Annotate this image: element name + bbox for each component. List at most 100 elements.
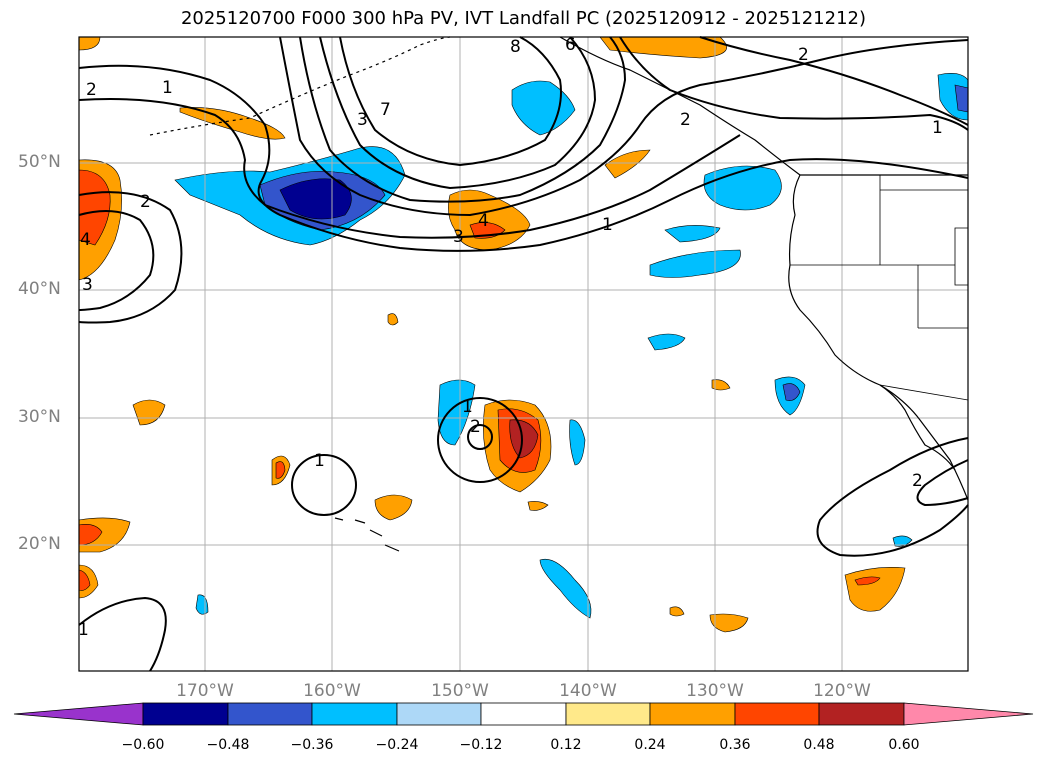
shade-region — [78, 169, 111, 246]
colorbar-tick: −0.12 — [459, 737, 503, 753]
colorbar-segment — [734, 702, 820, 726]
shade-region — [78, 569, 91, 591]
shade-region — [387, 313, 399, 326]
colorbar-segment — [396, 702, 482, 726]
contour-line — [299, 36, 627, 203]
contour-label: 1 — [462, 397, 473, 417]
lon-label-160w: 160°W — [303, 681, 361, 701]
contour-line — [437, 397, 523, 483]
colorbar-tick: −0.60 — [121, 737, 165, 753]
colorbar-segment — [649, 702, 736, 726]
shade-region — [669, 606, 685, 617]
colorbar-extend-high — [903, 702, 1034, 726]
alaska-coast — [559, 36, 801, 176]
shade-region — [844, 567, 906, 612]
contour-labels: 2 1 8 6 2 3 7 2 1 2 4 3 4 3 1 1 2 1 2 1 — [78, 35, 943, 640]
contour-line — [291, 454, 357, 516]
contour-line — [78, 191, 183, 324]
contour-line — [467, 424, 493, 450]
colorbar-tick: −0.36 — [290, 737, 334, 753]
colorbar-segment — [142, 702, 229, 726]
contour-label: 3 — [357, 110, 368, 130]
lat-label-40n: 40°N — [18, 279, 61, 299]
shade-region — [703, 165, 782, 211]
shade-region — [195, 594, 209, 615]
shade-region — [511, 80, 576, 136]
shade-region — [275, 461, 286, 479]
contour-label: 1 — [78, 620, 89, 640]
colorbar-extend-low — [13, 702, 144, 726]
colorbar-segment — [311, 702, 398, 726]
contour-line — [78, 98, 741, 239]
shade-region — [664, 225, 721, 243]
shade-region — [709, 613, 749, 633]
contour-line — [619, 36, 969, 131]
contour-label: 2 — [680, 110, 691, 130]
contour-line — [78, 64, 969, 252]
shade-region — [374, 494, 413, 521]
shade-region — [448, 189, 531, 251]
shade-region — [649, 249, 741, 278]
contour-label: 1 — [314, 451, 325, 471]
lon-label-150w: 150°W — [431, 681, 489, 701]
colorbar-tick: −0.48 — [206, 737, 250, 753]
coastlines — [149, 36, 969, 552]
contour-label: 7 — [380, 100, 391, 120]
map-frame — [78, 36, 969, 672]
shade-region — [539, 558, 592, 619]
lon-label-140w: 140°W — [559, 681, 617, 701]
shade-region — [509, 419, 539, 459]
contour-label: 8 — [510, 37, 521, 57]
shade-region — [854, 576, 881, 586]
shade-region — [892, 535, 913, 547]
hawaii — [334, 517, 400, 552]
shade-region — [132, 399, 166, 426]
shaded-anomalies — [78, 36, 969, 633]
shade-region — [78, 524, 103, 546]
baja-coast — [879, 384, 956, 471]
shade-region — [78, 36, 101, 51]
lat-label-30n: 30°N — [18, 407, 61, 427]
contour-line — [339, 36, 562, 167]
contour-label: 2 — [86, 80, 97, 100]
colorbar-segment — [818, 702, 905, 726]
contour-label: 3 — [82, 275, 93, 295]
shade-region — [604, 149, 651, 179]
contour-label: 2 — [912, 471, 923, 491]
contour-label: 2 — [140, 192, 151, 212]
contour-label: 2 — [798, 45, 809, 65]
colorbar-tick: 0.60 — [888, 737, 920, 753]
lon-label-130w: 130°W — [686, 681, 744, 701]
north-america-coast — [788, 174, 969, 501]
lat-label-50n: 50°N — [18, 152, 61, 172]
contour-line — [78, 210, 155, 311]
contour-label: 1 — [162, 78, 173, 98]
contour-label: 4 — [80, 230, 91, 250]
colorbar-tick: 0.12 — [550, 737, 582, 753]
shade-region — [179, 107, 286, 140]
contour-line — [78, 596, 167, 672]
shade-region — [527, 501, 549, 511]
map-title: 2025120700 F000 300 hPa PV, IVT Landfall… — [180, 8, 867, 29]
contour-label: 1 — [932, 118, 943, 138]
contour-line — [279, 36, 969, 217]
contour-label: 4 — [478, 211, 489, 231]
colorbar-tick: 0.24 — [634, 737, 666, 753]
shade-region — [279, 178, 352, 220]
colorbar-segment — [480, 702, 567, 726]
lon-label-170w: 170°W — [176, 681, 234, 701]
colorbar-segment — [565, 702, 651, 726]
colorbar-tick: −0.24 — [375, 737, 419, 753]
shade-region — [782, 383, 801, 401]
political-borders — [790, 174, 969, 401]
pv-contours — [78, 36, 969, 672]
contour-line — [319, 36, 597, 190]
lon-label-120w: 120°W — [813, 681, 871, 701]
graticule — [79, 37, 968, 671]
shade-region — [647, 333, 686, 351]
shade-region — [569, 419, 586, 466]
contour-line — [699, 36, 969, 126]
contour-label: 6 — [565, 35, 576, 55]
colorbar-segment — [227, 702, 313, 726]
